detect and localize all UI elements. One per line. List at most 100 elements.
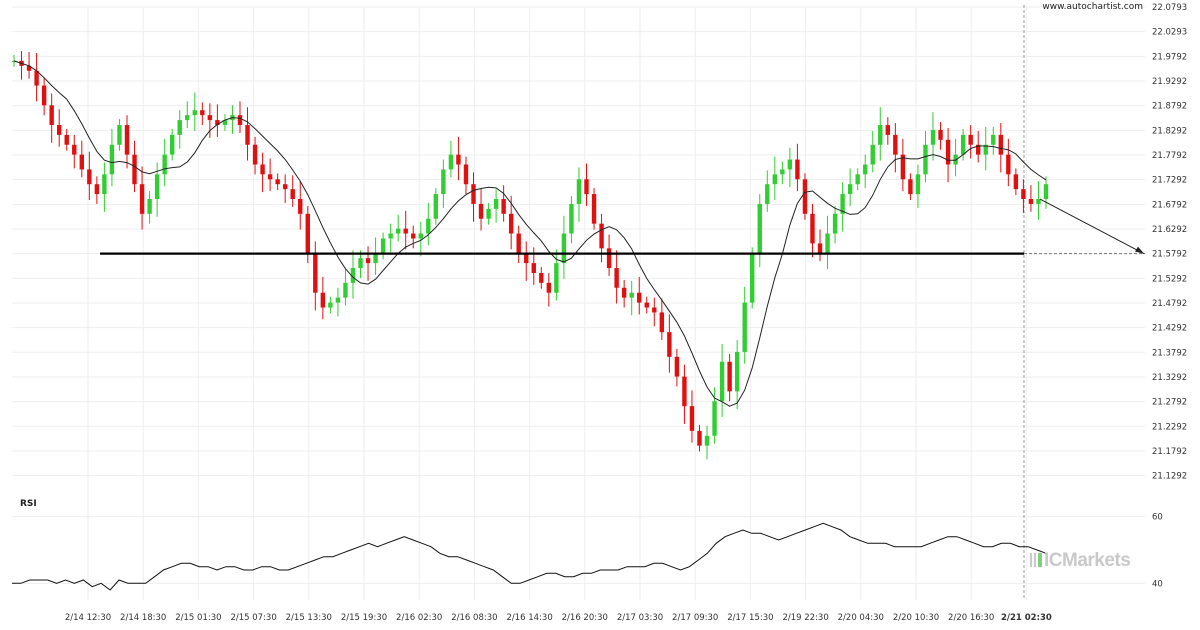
candle-body [365, 258, 371, 264]
site-label[interactable]: www.autochartist.com [1042, 2, 1143, 12]
y-tick-label: 21.2792 [1152, 398, 1187, 408]
candle-body [388, 233, 393, 239]
candle-body [712, 401, 717, 436]
candle-body [516, 233, 521, 254]
candle-body [411, 233, 416, 239]
candle-body [659, 312, 665, 333]
candle-body [546, 282, 552, 293]
candle-body [1006, 154, 1011, 175]
candle-body [644, 302, 649, 308]
candle-body [689, 406, 695, 431]
candle-body [1043, 184, 1049, 200]
candle-body [780, 169, 785, 175]
candle-body [237, 115, 243, 126]
candle-body [750, 253, 755, 303]
candle-body [938, 129, 943, 140]
candle-body [674, 356, 680, 377]
y-tick-label: 21.3292 [1152, 373, 1187, 383]
x-tick-label: 2/15 01:30 [175, 613, 221, 623]
candle-body [893, 134, 898, 155]
candle-body [200, 110, 205, 116]
x-tick-label: 2/17 15:30 [727, 613, 773, 623]
candle-body [64, 134, 69, 145]
candle-body [1021, 189, 1026, 200]
candle-body [787, 159, 793, 170]
candle-body [328, 302, 333, 308]
candle-body [343, 282, 348, 298]
candle-body [621, 287, 627, 298]
candle-body [795, 159, 800, 180]
candle-body [719, 361, 725, 402]
x-tick-label: 2/16 14:30 [506, 613, 552, 623]
candle-body [569, 203, 574, 234]
candle-body [930, 129, 936, 145]
candle-body [102, 174, 107, 195]
candle-body [554, 263, 559, 293]
x-tick-label: 2/20 10:30 [893, 613, 939, 623]
candle-body [539, 272, 544, 283]
candle-body [885, 125, 891, 135]
candle-body [524, 253, 529, 264]
candle-body [305, 213, 310, 254]
forecast-arrow [1039, 198, 1145, 255]
candle-body [652, 307, 657, 313]
candle-body [471, 184, 476, 204]
candle-body [298, 199, 303, 214]
x-tick-label: 2/16 08:30 [451, 613, 497, 623]
y-tick-label: 21.3792 [1152, 348, 1187, 358]
candle-body [267, 174, 273, 180]
x-tick-label: 2/20 16:30 [948, 613, 994, 623]
candle-body [561, 233, 567, 264]
candle-body [960, 134, 966, 155]
candle-body [576, 179, 582, 204]
y-tick-label: 21.8292 [1152, 126, 1187, 136]
candle-body [991, 134, 996, 145]
y-tick-label: 21.9292 [1152, 77, 1187, 87]
candle-body [79, 154, 84, 170]
candle-body [802, 179, 808, 214]
y-tick-label: 22.0793 [1152, 3, 1187, 13]
x-tick-label: 2/15 19:30 [341, 613, 387, 623]
candle-body [192, 110, 197, 116]
candle-body [207, 115, 213, 121]
candle-body [94, 184, 100, 195]
candle-body [245, 125, 250, 145]
x-tick-label: 2/14 18:30 [120, 613, 166, 623]
moving-average-line [13, 60, 1047, 407]
candle-body [1013, 174, 1019, 190]
forecast-arrowhead [1135, 246, 1144, 254]
x-tick-label: 2/19 22:30 [782, 613, 828, 623]
candle-body [72, 144, 77, 155]
candle-body [704, 435, 710, 446]
candle-body [117, 125, 122, 145]
candle-body [358, 258, 363, 269]
candle-body [870, 144, 875, 165]
candle-body [682, 376, 687, 407]
candle-body [998, 134, 1004, 155]
rsi-panel-label: RSI [20, 499, 37, 509]
candle-body [832, 213, 838, 234]
candle-body [501, 199, 506, 214]
candle-body [810, 213, 815, 244]
candle-body [154, 174, 160, 200]
candle-body [1028, 199, 1034, 204]
candle-body [667, 332, 672, 357]
candle-body [290, 189, 295, 200]
candle-body [508, 213, 514, 234]
candle-body [493, 199, 499, 209]
y-tick-label: 21.1292 [1152, 472, 1187, 482]
candle-body [591, 194, 597, 224]
candle-body [908, 179, 913, 195]
candle-body [49, 105, 54, 126]
candle-body [162, 154, 167, 175]
candle-body [380, 238, 386, 254]
candle-body [847, 184, 853, 195]
candle-body [697, 430, 702, 446]
rsi-y-tick-label: 40 [1152, 579, 1163, 589]
candle-body [968, 134, 973, 145]
broker-watermark-text: ICMarkets [1044, 550, 1131, 571]
candle-body [34, 70, 39, 86]
rsi-y-tick-label: 60 [1152, 513, 1163, 523]
candle-body [878, 125, 883, 145]
